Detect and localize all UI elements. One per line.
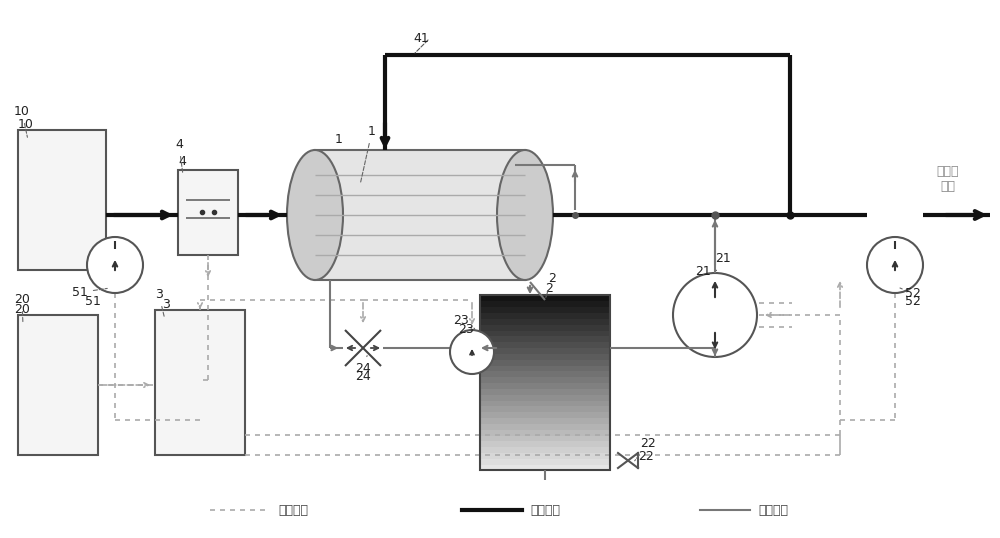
- Bar: [481, 388, 609, 395]
- Bar: [481, 435, 609, 441]
- Bar: [481, 447, 609, 453]
- Text: 20: 20: [14, 293, 30, 322]
- Bar: [18, 315, 98, 455]
- Bar: [481, 348, 609, 354]
- Bar: [481, 330, 609, 336]
- Text: 10: 10: [18, 118, 34, 131]
- Text: 24: 24: [355, 356, 371, 375]
- Bar: [481, 342, 609, 348]
- Bar: [481, 324, 609, 330]
- Bar: [481, 336, 609, 342]
- Bar: [481, 353, 609, 360]
- Bar: [481, 400, 609, 406]
- Bar: [481, 406, 609, 412]
- Text: 2: 2: [545, 282, 553, 295]
- Ellipse shape: [497, 150, 553, 280]
- Text: 3: 3: [155, 288, 164, 317]
- Circle shape: [87, 237, 143, 293]
- Bar: [481, 301, 609, 307]
- Bar: [481, 295, 609, 301]
- Circle shape: [673, 273, 757, 357]
- Text: 41: 41: [413, 32, 429, 45]
- Bar: [481, 458, 609, 465]
- Text: 22: 22: [635, 437, 656, 461]
- Bar: [178, 170, 238, 255]
- Text: 1: 1: [361, 125, 376, 182]
- Bar: [481, 441, 609, 447]
- Text: 52: 52: [900, 287, 921, 300]
- Bar: [481, 371, 609, 377]
- Ellipse shape: [287, 150, 343, 280]
- Text: 22: 22: [638, 450, 654, 463]
- Text: 3: 3: [162, 298, 170, 311]
- Text: 23: 23: [458, 323, 474, 336]
- Bar: [315, 150, 525, 280]
- Bar: [481, 307, 609, 313]
- Bar: [481, 383, 609, 389]
- Circle shape: [450, 330, 494, 374]
- Text: 1: 1: [335, 133, 343, 146]
- Bar: [481, 365, 609, 371]
- Bar: [481, 464, 609, 471]
- Bar: [481, 423, 609, 430]
- Text: 供电子
设备: 供电子 设备: [937, 165, 959, 193]
- Text: 20: 20: [14, 303, 30, 316]
- Bar: [155, 310, 245, 455]
- Text: 液体管路: 液体管路: [758, 504, 788, 516]
- Text: 21: 21: [715, 252, 731, 271]
- Text: 24: 24: [355, 370, 371, 383]
- Bar: [481, 313, 609, 319]
- Text: 2: 2: [546, 272, 556, 298]
- Bar: [481, 412, 609, 418]
- Bar: [481, 452, 609, 459]
- Bar: [481, 394, 609, 400]
- Bar: [18, 130, 106, 270]
- Text: 空气管路: 空气管路: [530, 504, 560, 516]
- Bar: [480, 295, 610, 470]
- Text: 电气线路: 电气线路: [278, 504, 308, 516]
- Text: 51: 51: [72, 286, 107, 299]
- Text: 10: 10: [14, 105, 30, 137]
- Text: 21: 21: [695, 265, 711, 278]
- Bar: [481, 429, 609, 435]
- Text: 51: 51: [85, 295, 101, 308]
- Text: 4: 4: [175, 138, 183, 172]
- Bar: [481, 417, 609, 424]
- Bar: [481, 359, 609, 365]
- Text: 4: 4: [178, 155, 186, 168]
- Text: 23: 23: [453, 314, 475, 329]
- Circle shape: [867, 237, 923, 293]
- Bar: [481, 377, 609, 383]
- Text: 52: 52: [905, 295, 921, 308]
- Bar: [481, 318, 609, 324]
